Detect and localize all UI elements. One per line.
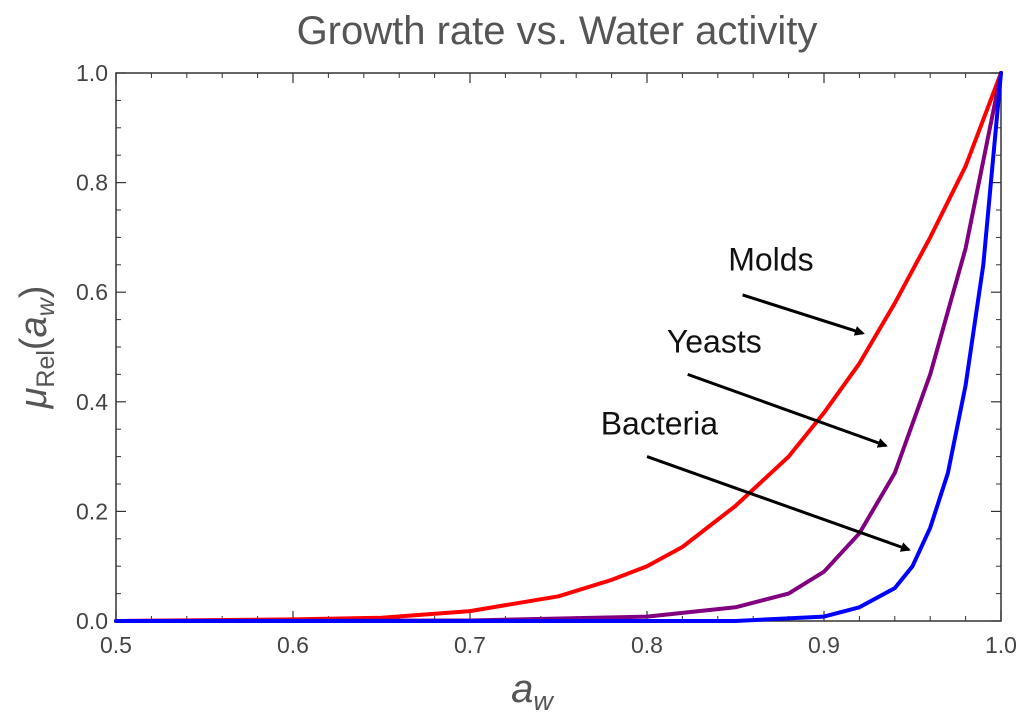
annotation-layer: Molds Yeasts Bacteria bbox=[601, 241, 911, 552]
y-tick-label: 0.4 bbox=[76, 389, 108, 415]
y-axis-label: μRel(aw) bbox=[13, 286, 60, 410]
series-line-bacteria bbox=[114, 71, 1003, 623]
x-tick-label: 0.5 bbox=[100, 632, 132, 658]
annotation-arrow-molds bbox=[742, 293, 865, 336]
y-axis-label-a: a bbox=[13, 316, 55, 337]
x-axis-ticks: 0.5 0.6 0.7 0.8 0.9 1.0 bbox=[100, 73, 1017, 658]
annotation-arrow-bacteria bbox=[646, 455, 911, 552]
chart-title: Growth rate vs. Water activity bbox=[297, 9, 818, 53]
y-axis-label-close-paren: ) bbox=[13, 286, 55, 299]
series-line-yeasts bbox=[114, 71, 1003, 623]
annotation-arrow-yeasts bbox=[687, 372, 888, 448]
annotation-label-bacteria: Bacteria bbox=[601, 406, 719, 442]
y-tick-label: 0.0 bbox=[76, 608, 108, 634]
series-line-molds bbox=[114, 71, 1003, 623]
y-axis-ticks: 0.0 0.2 0.4 0.6 0.8 1.0 bbox=[76, 60, 1001, 634]
x-tick-label: 0.8 bbox=[631, 632, 663, 658]
y-axis-label-a-subscript: w bbox=[32, 296, 60, 316]
x-tick-label: 0.7 bbox=[454, 632, 486, 658]
y-tick-label: 0.8 bbox=[76, 170, 108, 196]
x-tick-label: 0.6 bbox=[277, 632, 309, 658]
x-axis-label-main: a bbox=[511, 667, 533, 711]
x-axis-label: aw bbox=[511, 667, 554, 714]
x-tick-label: 0.9 bbox=[808, 632, 840, 658]
y-tick-label: 0.6 bbox=[76, 279, 108, 305]
y-axis-label-open-paren: ( bbox=[13, 337, 55, 350]
y-axis-label-subscript: Rel bbox=[32, 350, 60, 388]
y-tick-label: 0.2 bbox=[76, 498, 108, 524]
series-layer bbox=[114, 71, 1003, 623]
x-tick-label: 1.0 bbox=[985, 632, 1017, 658]
x-axis-label-subscript: w bbox=[533, 686, 554, 714]
annotation-label-yeasts: Yeasts bbox=[667, 323, 762, 359]
y-tick-label: 1.0 bbox=[76, 60, 108, 86]
y-axis-label-mu: μ bbox=[13, 387, 55, 409]
annotation-label-molds: Molds bbox=[728, 241, 813, 277]
